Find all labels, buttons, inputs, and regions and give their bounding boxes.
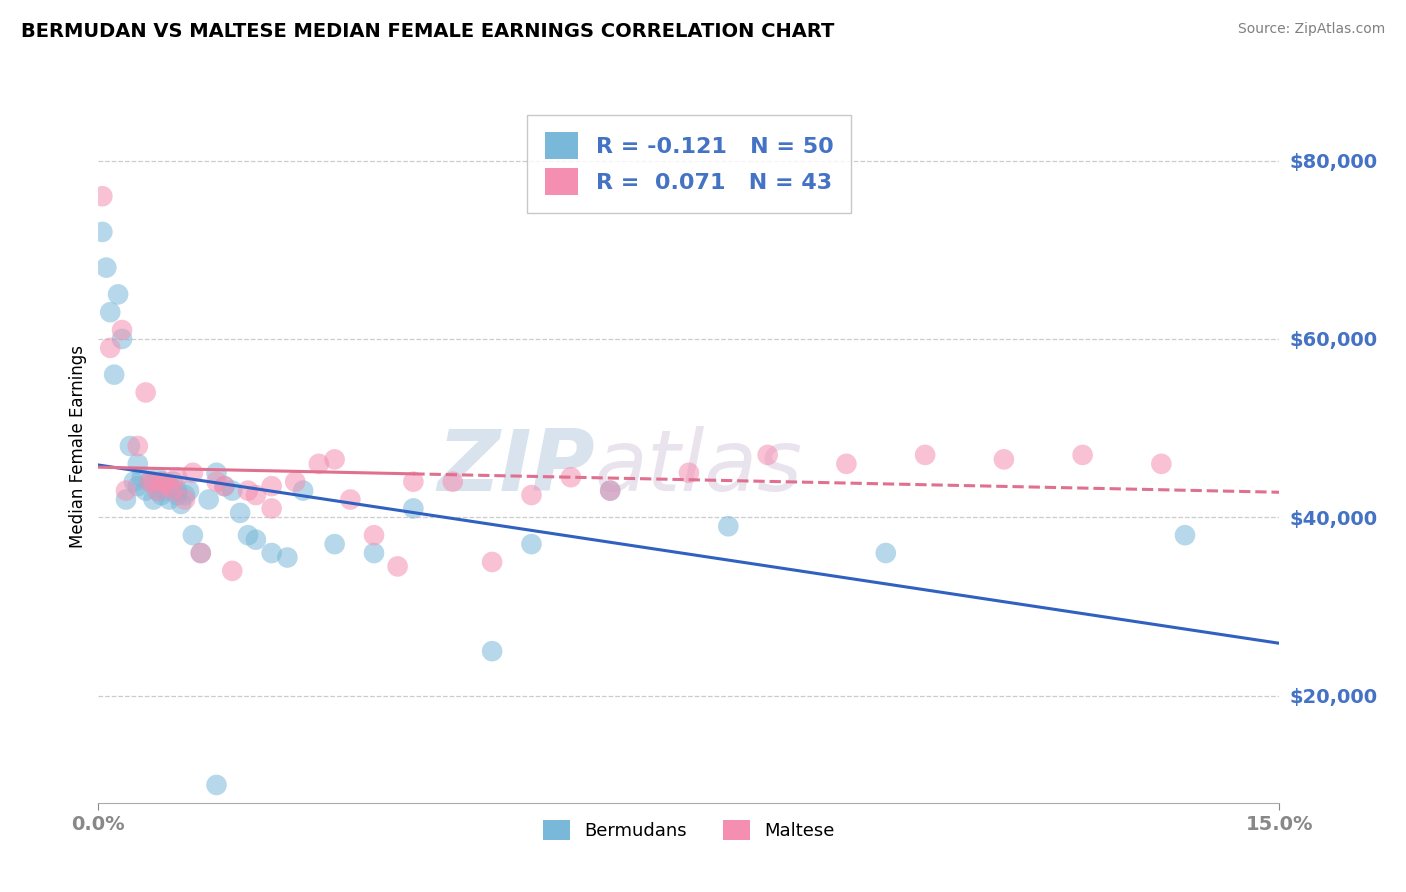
Point [162,475,184,489]
Point [308,457,330,471]
Point [96,260,118,275]
Text: atlas: atlas [595,425,803,509]
Point [157,492,180,507]
Point [174,488,197,502]
Point [363,528,385,542]
Point [115,483,138,498]
Point [135,483,157,498]
Point [678,466,700,480]
Point [155,483,177,498]
Point [236,483,259,498]
Point [181,528,204,542]
Point [214,479,236,493]
Point [323,537,346,551]
Legend: Bermudans, Maltese: Bermudans, Maltese [536,813,842,847]
Point [1150,457,1173,471]
Point [402,501,425,516]
Point [131,470,153,484]
Point [190,546,212,560]
Point [260,501,283,516]
Point [276,550,298,565]
Point [111,332,134,346]
Point [190,546,212,560]
Point [560,470,582,484]
Point [122,475,145,489]
Point [520,488,543,502]
Point [118,439,141,453]
Point [98,305,121,319]
Point [138,475,160,489]
Point [221,564,243,578]
Point [221,483,243,498]
Point [155,475,177,489]
Point [146,483,169,498]
Point [481,644,503,658]
Point [127,457,149,471]
Point [1071,448,1094,462]
Point [98,341,121,355]
Point [157,479,180,493]
Point [236,528,259,542]
Point [138,475,160,489]
Point [170,497,193,511]
Point [284,475,307,489]
Point [181,466,204,480]
Point [323,452,346,467]
Point [146,483,169,498]
Point [142,492,165,507]
Point [260,479,283,493]
Point [177,483,200,498]
Point [162,483,184,498]
Point [441,475,464,489]
Text: ZIP: ZIP [437,425,595,509]
Text: Source: ZipAtlas.com: Source: ZipAtlas.com [1237,22,1385,37]
Point [135,385,157,400]
Point [402,475,425,489]
Point [150,488,173,502]
Point [363,546,385,560]
Point [174,492,197,507]
Point [835,457,858,471]
Point [205,475,228,489]
Point [260,546,283,560]
Point [599,483,621,498]
Y-axis label: Median Female Earnings: Median Female Earnings [69,344,87,548]
Point [993,452,1015,467]
Point [599,483,621,498]
Point [166,470,188,484]
Point [914,448,936,462]
Point [107,287,129,301]
Point [127,479,149,493]
Point [150,475,173,489]
Point [115,492,138,507]
Point [339,492,361,507]
Point [756,448,779,462]
Point [127,439,149,453]
Point [245,533,267,547]
Point [166,488,188,502]
Point [214,479,236,493]
Point [205,778,228,792]
Point [91,225,114,239]
Point [245,488,267,502]
Point [205,466,228,480]
Point [142,475,165,489]
Point [150,475,173,489]
Point [103,368,125,382]
Point [146,470,169,484]
Point [91,189,114,203]
Point [157,479,180,493]
Point [166,483,188,498]
Point [387,559,409,574]
Point [197,492,219,507]
Point [229,506,252,520]
Point [717,519,740,533]
Point [481,555,503,569]
Point [520,537,543,551]
Text: BERMUDAN VS MALTESE MEDIAN FEMALE EARNINGS CORRELATION CHART: BERMUDAN VS MALTESE MEDIAN FEMALE EARNIN… [21,22,835,41]
Point [1174,528,1197,542]
Point [111,323,134,337]
Point [292,483,315,498]
Point [875,546,897,560]
